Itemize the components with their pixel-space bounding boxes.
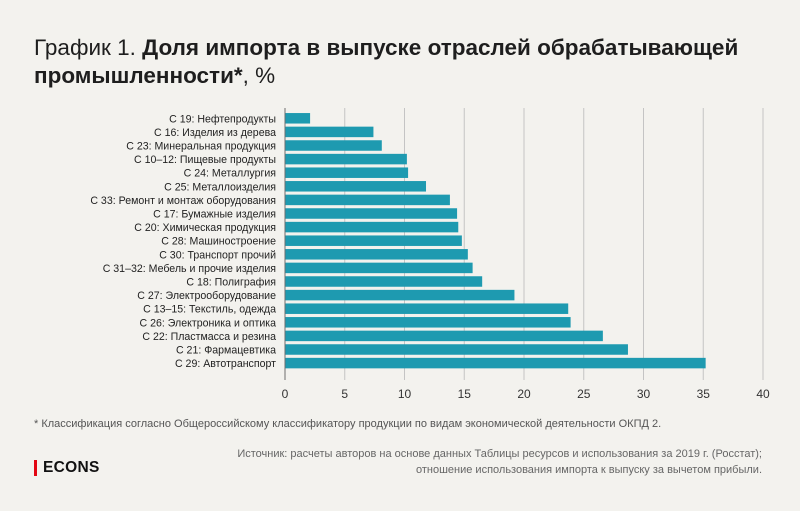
category-label: С 26: Электроника и оптика: [140, 317, 277, 329]
x-tick-label: 35: [697, 387, 711, 401]
chart-title-main: Доля импорта в выпуске отраслей обрабаты…: [34, 35, 739, 88]
logo-text: ECONS: [43, 459, 100, 476]
category-label: С 17: Бумажные изделия: [153, 209, 276, 221]
bar: [285, 303, 569, 314]
bar: [285, 357, 706, 369]
source-line-2: отношение использования импорта к выпуск…: [415, 464, 762, 476]
x-tick-label: 0: [282, 387, 289, 401]
source-line-1: Источник: расчеты авторов на основе данн…: [237, 448, 762, 460]
logo-accent-bar: [34, 460, 37, 476]
category-label: С 28: Машиностроение: [161, 236, 276, 248]
x-tick-label: 5: [341, 387, 348, 401]
x-tick-label: 15: [458, 387, 472, 401]
bar: [285, 167, 409, 178]
bar: [285, 249, 468, 260]
category-label: С 20: Химическая продукция: [134, 222, 276, 234]
source-note: Источник: расчеты авторов на основе данн…: [142, 446, 762, 478]
chart-title-prefix: График 1.: [34, 35, 136, 60]
category-label: С 29: Автотранспорт: [175, 358, 276, 370]
chart-title: График 1. Доля импорта в выпуске отрасле…: [34, 34, 774, 90]
category-label: С 27: Электрооборудование: [137, 290, 276, 302]
x-tick-label: 40: [756, 387, 770, 401]
bar: [285, 181, 427, 192]
category-label: С 21: Фармацевтика: [176, 345, 276, 357]
category-label: С 10–12: Пищевые продукты: [134, 154, 276, 166]
bar: [285, 208, 458, 219]
bar: [285, 194, 450, 206]
category-label: С 31–32: Мебель и прочие изделия: [103, 263, 276, 275]
category-label: С 23: Минеральная продукция: [126, 141, 276, 153]
x-tick-label: 25: [577, 387, 591, 401]
bar: [285, 276, 483, 287]
category-label: С 22: Пластмасса и резина: [142, 331, 276, 343]
x-tick-label: 20: [517, 387, 531, 401]
x-tick-label: 10: [398, 387, 412, 401]
bar: [285, 262, 473, 274]
bar: [285, 126, 374, 138]
category-label: С 25: Металлоизделия: [164, 181, 276, 193]
bar: [285, 330, 603, 342]
bar: [285, 153, 407, 165]
chart-title-unit: , %: [242, 63, 276, 88]
bar: [285, 221, 459, 233]
bar: [285, 113, 311, 124]
category-label: С 33: Ремонт и монтаж оборудования: [90, 195, 276, 207]
econs-logo: ECONS: [34, 459, 100, 477]
footnote: * Классификация согласно Общероссийскому…: [34, 418, 662, 430]
bar: [285, 235, 462, 246]
bar: [285, 140, 382, 151]
category-label: С 13–15: Текстиль, одежда: [143, 304, 276, 316]
bar: [285, 344, 628, 355]
x-tick-label: 30: [637, 387, 651, 401]
category-label: С 16: Изделия из дерева: [154, 127, 276, 139]
category-label: С 24: Металлургия: [184, 168, 276, 180]
bar: [285, 317, 571, 328]
category-label: С 19: Нефтепродукты: [169, 113, 276, 125]
category-label: С 30: Транспорт прочий: [159, 249, 276, 261]
bar: [285, 289, 515, 301]
category-label: С 18: Полиграфия: [186, 277, 276, 289]
